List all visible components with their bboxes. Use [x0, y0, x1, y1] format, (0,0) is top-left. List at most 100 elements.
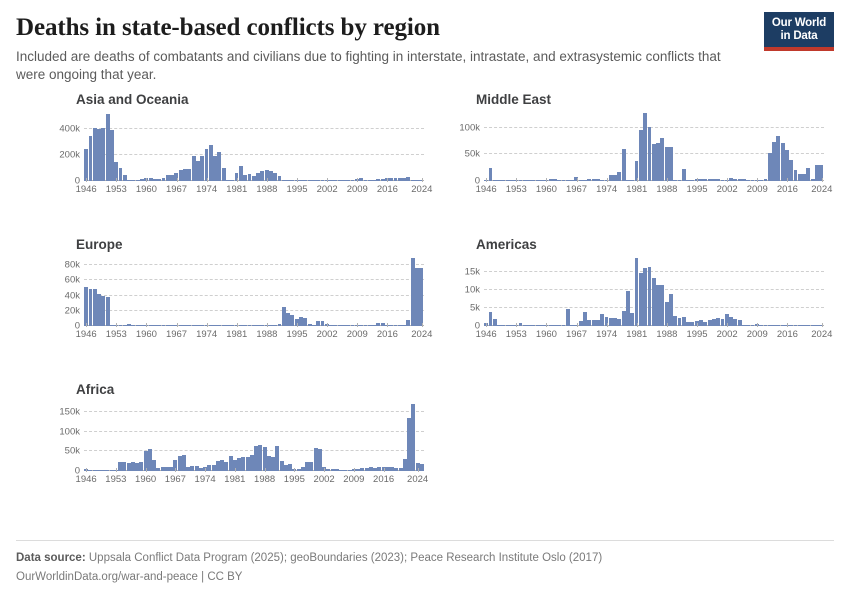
bar[interactable] — [819, 325, 824, 326]
bar[interactable] — [780, 142, 785, 181]
bar[interactable] — [587, 320, 592, 326]
bar[interactable] — [394, 468, 399, 471]
bar[interactable] — [234, 325, 239, 326]
bar[interactable] — [264, 169, 269, 181]
bar[interactable] — [767, 325, 772, 326]
bar[interactable] — [407, 417, 412, 471]
bar[interactable] — [544, 325, 549, 326]
bar[interactable] — [656, 284, 660, 326]
bar[interactable] — [208, 144, 213, 181]
bar[interactable] — [626, 290, 630, 326]
bar[interactable] — [363, 325, 368, 326]
bar[interactable] — [359, 178, 364, 181]
bar[interactable] — [339, 470, 344, 471]
bar[interactable] — [510, 180, 514, 181]
bar[interactable] — [595, 319, 600, 326]
bar[interactable] — [686, 180, 691, 181]
bar[interactable] — [204, 149, 209, 181]
bar[interactable] — [673, 316, 678, 326]
bar[interactable] — [213, 155, 217, 181]
bar[interactable] — [220, 459, 225, 471]
bar[interactable] — [368, 467, 373, 471]
bar[interactable] — [376, 179, 381, 181]
bar[interactable] — [703, 178, 708, 181]
bar[interactable] — [565, 309, 570, 326]
bar[interactable] — [105, 470, 110, 471]
bar[interactable] — [505, 180, 510, 181]
bar[interactable] — [699, 178, 703, 181]
bar[interactable] — [750, 179, 755, 181]
bar[interactable] — [561, 179, 566, 181]
bar[interactable] — [617, 172, 622, 181]
bar[interactable] — [350, 325, 355, 326]
bar[interactable] — [317, 448, 322, 471]
bar[interactable] — [402, 178, 407, 181]
bar[interactable] — [763, 325, 768, 326]
bar[interactable] — [118, 168, 123, 181]
bar[interactable] — [789, 325, 794, 326]
bar[interactable] — [518, 180, 523, 181]
bar[interactable] — [198, 467, 203, 471]
bar[interactable] — [754, 180, 759, 181]
bar[interactable] — [228, 456, 233, 471]
bar[interactable] — [621, 310, 626, 326]
bar[interactable] — [303, 317, 308, 326]
bar[interactable] — [419, 268, 424, 326]
license-line[interactable]: OurWorldinData.org/war-and-peace | CC BY — [16, 570, 243, 583]
bar[interactable] — [346, 325, 351, 326]
bar[interactable] — [109, 470, 114, 471]
bar[interactable] — [815, 165, 819, 181]
bar[interactable] — [367, 325, 372, 326]
bar[interactable] — [419, 464, 424, 471]
bar[interactable] — [324, 324, 329, 326]
bar[interactable] — [273, 172, 278, 181]
bar[interactable] — [294, 319, 299, 326]
bar[interactable] — [552, 179, 557, 181]
bar[interactable] — [226, 179, 230, 181]
owid-logo[interactable]: Our World in Data — [764, 12, 834, 51]
bar[interactable] — [195, 161, 200, 181]
bar[interactable] — [356, 469, 361, 471]
bar[interactable] — [213, 325, 217, 326]
bar[interactable] — [256, 173, 260, 181]
bar[interactable] — [746, 324, 751, 326]
bar[interactable] — [173, 460, 178, 471]
bar[interactable] — [190, 466, 195, 471]
bar[interactable] — [354, 179, 359, 181]
bar[interactable] — [144, 325, 149, 326]
bar[interactable] — [759, 179, 764, 181]
bar[interactable] — [260, 325, 265, 326]
bar[interactable] — [819, 165, 824, 181]
bar[interactable] — [643, 267, 648, 326]
bar[interactable] — [183, 325, 187, 326]
bar[interactable] — [531, 325, 536, 326]
bar[interactable] — [583, 311, 587, 326]
bar[interactable] — [514, 325, 519, 326]
bar[interactable] — [243, 325, 248, 326]
bar[interactable] — [92, 470, 97, 471]
bar[interactable] — [772, 325, 776, 326]
bar[interactable] — [406, 177, 411, 181]
bar[interactable] — [131, 325, 136, 326]
bar[interactable] — [630, 313, 635, 326]
bar[interactable] — [334, 469, 339, 471]
bar[interactable] — [204, 325, 209, 326]
bar[interactable] — [673, 180, 678, 181]
bar[interactable] — [187, 168, 192, 181]
bar[interactable] — [288, 464, 293, 471]
bar[interactable] — [776, 136, 781, 181]
bar[interactable] — [273, 325, 278, 326]
bar[interactable] — [264, 325, 269, 326]
bar[interactable] — [694, 320, 699, 326]
bar[interactable] — [268, 171, 273, 181]
bar[interactable] — [97, 293, 101, 326]
bar[interactable] — [161, 178, 166, 181]
bar[interactable] — [303, 179, 308, 181]
bar[interactable] — [389, 177, 394, 181]
bar[interactable] — [254, 446, 259, 471]
bar[interactable] — [643, 113, 648, 181]
bar[interactable] — [531, 180, 536, 181]
bar[interactable] — [613, 318, 617, 326]
bar[interactable] — [337, 180, 342, 181]
bar[interactable] — [668, 147, 673, 181]
